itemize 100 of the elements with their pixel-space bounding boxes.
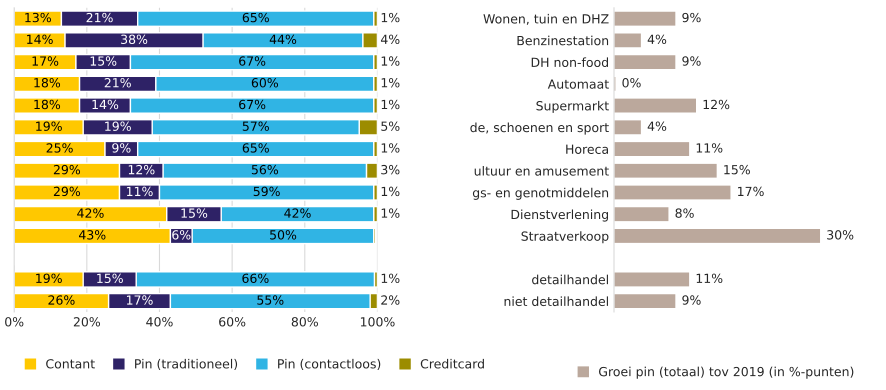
bar (614, 76, 617, 92)
data-label: 13% (25, 12, 51, 22)
bar (614, 97, 698, 114)
bar (614, 140, 690, 158)
data-label: 21% (104, 78, 131, 88)
data-label: 2% (381, 295, 400, 305)
data-label: 57% (242, 121, 269, 131)
data-label: 11% (126, 186, 153, 196)
data-label: 11% (696, 143, 722, 153)
y-tick-label: Straatverkoop (522, 231, 608, 244)
data-label: 15% (724, 164, 750, 174)
y-tick-label: Supermarkt (536, 100, 609, 113)
data-label: 4% (648, 121, 666, 131)
y-tick-label: gs- en genotmiddelen (472, 188, 608, 200)
data-label: 5% (381, 121, 400, 131)
data-label: 56% (252, 164, 278, 174)
data-label: 1% (382, 12, 400, 22)
data-label: 42% (284, 208, 311, 218)
data-label: 15% (181, 208, 208, 218)
data-label: 43% (78, 230, 106, 240)
y-tick-label: detailhandel (532, 274, 608, 284)
bar (614, 162, 718, 180)
data-label: 15% (97, 274, 123, 284)
x-tick-label: 40% (146, 317, 173, 327)
bar (614, 206, 670, 223)
data-label: 14% (92, 100, 118, 110)
data-label: 17% (126, 295, 153, 305)
data-label: 17% (32, 56, 58, 66)
y-tick-label: Horeca (566, 144, 608, 154)
legend-label: Creditcard (420, 358, 484, 369)
legend-label: Pin (traditioneel) (135, 358, 238, 370)
data-label: 25% (46, 143, 73, 153)
data-label: 1% (382, 100, 400, 110)
data-label: 18% (34, 78, 60, 88)
data-label: 1% (382, 143, 400, 153)
y-tick-label: de, schoenen en sport (470, 122, 609, 135)
bar (614, 32, 642, 49)
data-label: 42% (77, 208, 104, 218)
data-label: 65% (242, 12, 269, 22)
bar (614, 184, 732, 201)
data-label: 14% (27, 34, 53, 44)
bar (614, 228, 822, 244)
data-label: 9% (682, 295, 701, 305)
data-label: 3% (381, 164, 400, 174)
bar (614, 54, 677, 70)
legend-label: Contant (46, 359, 95, 369)
data-label: 29% (54, 164, 80, 174)
data-label: 12% (128, 164, 155, 174)
data-label: 66% (242, 274, 269, 284)
data-label: 12% (704, 100, 730, 110)
data-label: 4% (380, 34, 400, 44)
data-label: 17% (738, 186, 764, 196)
legend-label: Groei pin (totaal) tov 2019 (in %-punten) (598, 366, 854, 379)
data-label: 67% (239, 56, 266, 66)
y-tick-label: Automaat (548, 79, 609, 89)
data-label: 67% (239, 100, 266, 110)
x-tick-label: 0% (5, 317, 24, 327)
data-label: 1% (382, 208, 400, 218)
data-label: 9% (112, 143, 131, 153)
x-tick-label: 20% (74, 317, 100, 327)
data-label: 1% (382, 186, 400, 196)
data-label: 29% (54, 186, 80, 196)
data-label: 21% (86, 12, 113, 22)
data-label: 30% (827, 230, 854, 240)
data-label: 60% (252, 78, 278, 88)
data-label: 65% (242, 143, 269, 153)
data-label: 19% (36, 274, 62, 284)
data-label: 50% (270, 230, 296, 240)
y-tick-label: DH non-food (532, 57, 608, 68)
data-label: 1% (382, 274, 400, 284)
data-label: 11% (696, 274, 722, 284)
y-tick-label: Wonen, tuin en DHZ (483, 14, 609, 25)
legend-label: Pin (contactloos) (278, 358, 380, 370)
data-label: 9% (682, 56, 701, 66)
data-label: 55% (257, 295, 284, 305)
x-tick-label: 100% (360, 317, 395, 327)
data-label: 18% (34, 100, 60, 110)
y-tick-label: Dienstverlening (512, 209, 608, 222)
y-tick-label: niet detailhandel (504, 296, 608, 306)
bar (614, 119, 642, 136)
data-label: 1% (382, 78, 400, 88)
data-label: 9% (682, 12, 701, 22)
data-label: 15% (90, 56, 116, 66)
bar (614, 292, 677, 310)
data-label: 0% (622, 78, 641, 88)
data-label: 38% (121, 34, 148, 44)
y-tick-label: ultuur en amusement (474, 166, 609, 176)
x-tick-label: 60% (219, 317, 246, 327)
data-label: 19% (36, 121, 62, 131)
data-label: 26% (48, 295, 75, 305)
data-label: 44% (270, 34, 296, 44)
bar (614, 10, 677, 27)
data-label: 4% (648, 34, 666, 44)
data-label: 6% (172, 230, 190, 240)
data-label: 1% (382, 56, 400, 66)
y-tick-label: Benzinestation (518, 36, 608, 46)
x-tick-label: 80% (292, 317, 318, 327)
data-label: 19% (105, 121, 131, 131)
data-label: 8% (675, 208, 694, 218)
bar (614, 271, 690, 288)
